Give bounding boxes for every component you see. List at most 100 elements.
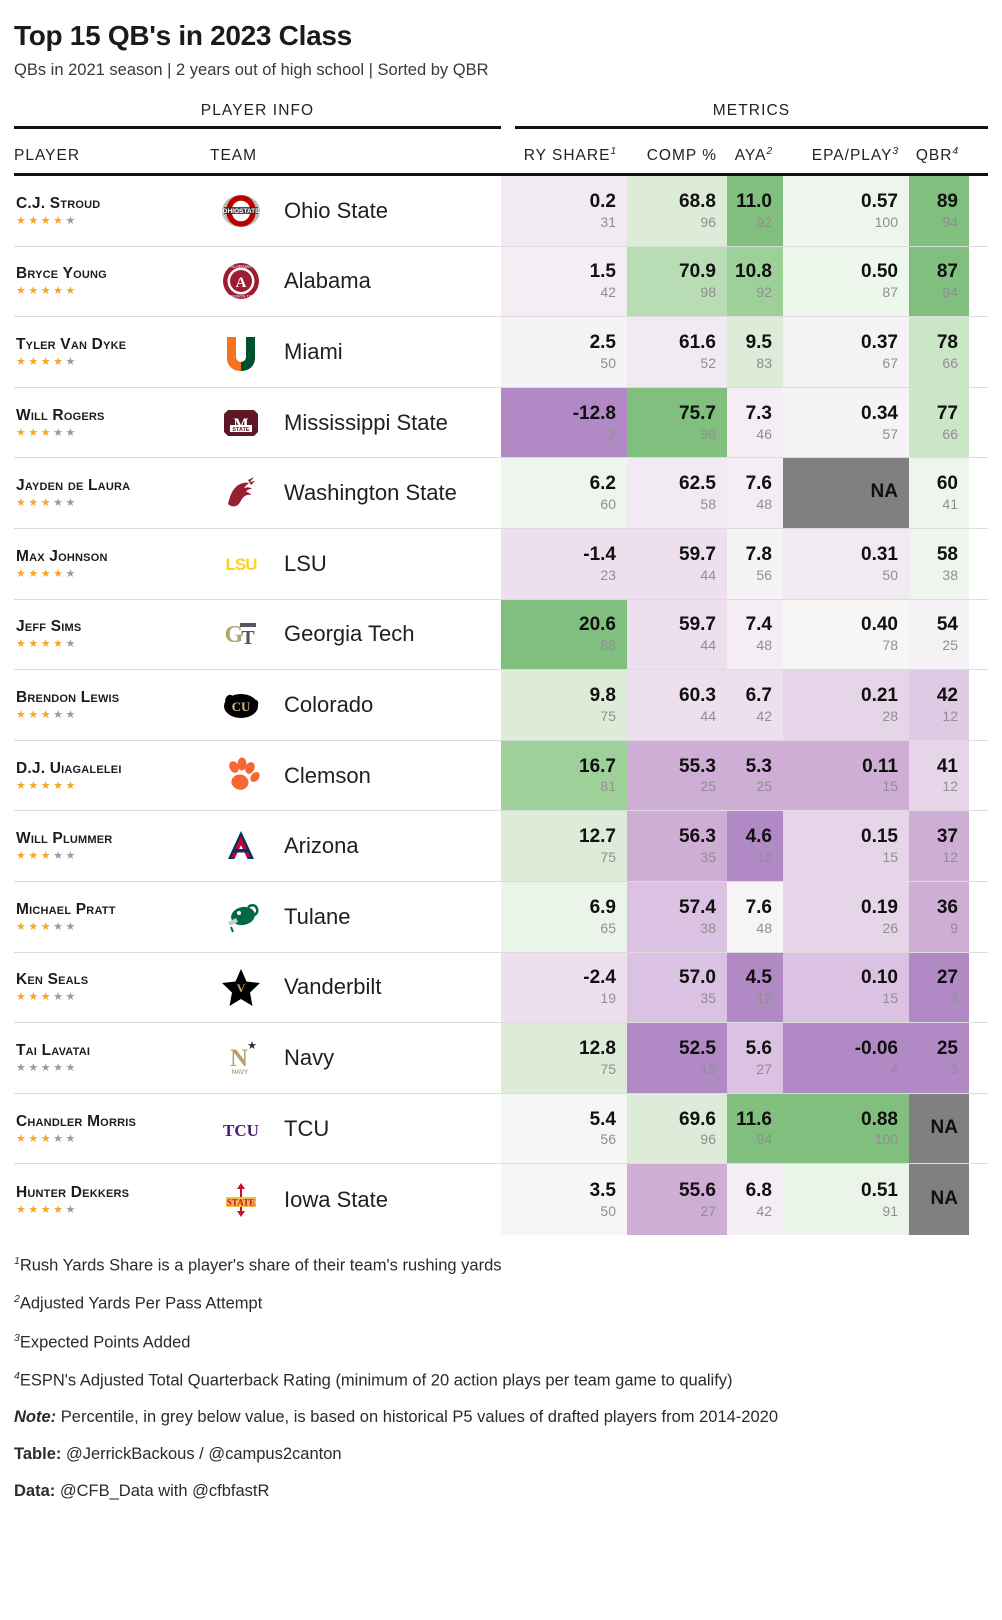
player-cell: Will Plummer ★★★★★	[14, 811, 210, 881]
metric-comp-pct: 68.8 96	[627, 176, 727, 246]
metric-percentile: 65	[600, 919, 616, 936]
metric-comp-pct: 61.6 52	[627, 317, 727, 387]
footnote-4-text: ESPN's Adjusted Total Quarterback Rating…	[19, 1371, 733, 1390]
table-row[interactable]: Michael Pratt ★★★★★ Tulane 6.9 65 57.4 38 7.6 48…	[14, 881, 988, 953]
column-header-qbr[interactable]: QBR4	[909, 146, 969, 173]
metric-qbr: 60 41	[909, 458, 969, 528]
table-row[interactable]: D.J. Uiagalelei ★★★★★ Clemson 16.7 81 55.3 25 5…	[14, 740, 988, 812]
metric-value: -1.4	[583, 543, 616, 565]
column-header-comp-pct[interactable]: COMP %	[646, 147, 717, 164]
metric-percentile: 78	[882, 637, 898, 654]
table-row[interactable]: Ken Seals ★★★★★ V Vanderbilt -2.4 19 57.0 35 4.5…	[14, 952, 988, 1024]
footnote-4-marker: 4	[14, 1369, 20, 1382]
star-2: ★	[28, 1132, 41, 1145]
column-header-ry-share-text: RY SHARE	[523, 147, 611, 164]
metric-percentile: 75	[600, 707, 616, 724]
player-cell: Max Johnson ★★★★★	[14, 529, 210, 599]
table-row[interactable]: Hunter Dekkers ★★★★★ STATE Iowa State 3.5 50 5…	[14, 1164, 988, 1235]
star-4: ★	[53, 567, 66, 580]
metric-percentile: 92	[756, 284, 772, 301]
column-header-player[interactable]: PLAYER	[14, 147, 81, 164]
metric-value: 20.6	[579, 614, 616, 636]
metric-percentile: 38	[700, 919, 716, 936]
footnote-note-label: Note:	[14, 1408, 57, 1427]
team-cell: TCU TCU	[210, 1094, 501, 1164]
metric-value: 41	[936, 755, 958, 777]
player-name: Chandler Morris	[16, 1112, 137, 1130]
star-5: ★	[65, 1061, 78, 1074]
table-row[interactable]: Tai Lavatai ★★★★★ N ★ NAVY Navy 12.8 75 52.5 15 5.…	[14, 1023, 988, 1094]
metric-percentile: 81	[600, 778, 616, 795]
spanner-player-info: PLAYER INFO	[14, 102, 501, 129]
metric-percentile: 75	[600, 1060, 616, 1077]
metric-percentile: 56	[600, 1131, 616, 1148]
metric-value: 60	[936, 473, 958, 495]
star-2: ★	[28, 638, 41, 651]
star-2: ★	[28, 1061, 41, 1074]
column-header-ry-share[interactable]: RY SHARE1	[501, 146, 627, 173]
table-row[interactable]: Will Rogers★★★★★MSTATESTATEMississippi S…	[14, 387, 988, 459]
metric-epa-play: 0.10 15	[783, 952, 909, 1023]
star-3: ★	[40, 638, 54, 651]
star-2: ★	[28, 779, 41, 792]
metric-percentile: 50	[600, 1202, 616, 1219]
metric-percentile: 94	[942, 284, 958, 301]
metric-comp-pct: 55.3 25	[627, 740, 727, 811]
metric-value: 0.2	[589, 190, 616, 212]
column-header-epa-play[interactable]: EPA/PLAY3	[783, 146, 909, 173]
metric-value: 59.7	[679, 543, 716, 565]
metric-percentile: 50	[600, 354, 616, 371]
metric-value: 0.51	[861, 1179, 898, 1201]
metric-percentile: 25	[942, 637, 958, 654]
star-3: ★	[40, 497, 54, 510]
svg-text:STATE: STATE	[227, 1197, 255, 1207]
table-row[interactable]: Will Plummer ★★★★★ Arizona 12.7 75 56.3 35 4.6 1…	[14, 811, 988, 882]
table-row[interactable]: C.J. Stroud ★★★★★ OHIOSTATE Ohio State 0.2 31…	[14, 176, 988, 247]
star-4: ★	[53, 355, 66, 368]
table-page: Top 15 QB's in 2023 Class QBs in 2021 se…	[0, 20, 1002, 1501]
svg-text:T: T	[241, 627, 255, 649]
table-row[interactable]: Chandler Morris ★★★★★ TCU TCU 5.4 56 69.6 96 11.…	[14, 1093, 988, 1165]
spanner-gap	[501, 102, 515, 129]
table-row[interactable]: Brendon Lewis ★★★★★ CU Colorado 9.8 75 60.3 44 6…	[14, 670, 988, 741]
metric-value: 4.6	[745, 826, 772, 848]
star-1: ★	[16, 1203, 29, 1216]
star-4: ★	[53, 1132, 66, 1145]
spanner-metrics-label: METRICS	[712, 102, 791, 119]
metric-percentile: 3	[950, 990, 958, 1007]
table-row[interactable]: Jeff Sims ★★★★★ G T Georgia Tech 20.6 88 59.7 44…	[14, 599, 988, 671]
star-3: ★	[40, 214, 54, 227]
metric-percentile: 44	[700, 566, 716, 583]
player-name: Max Johnson	[16, 547, 108, 565]
metric-value: 2.5	[589, 331, 616, 353]
metric-comp-pct: 55.6 27	[627, 1164, 727, 1235]
table-row[interactable]: Jayden de Laura ★★★★★ Washington State 6.2 6…	[14, 458, 988, 529]
star-5: ★	[65, 850, 78, 863]
star-5: ★	[65, 285, 78, 298]
footnote-data-label: Data:	[14, 1481, 56, 1500]
table-row[interactable]: Tyler Van Dyke ★★★★★ Miami 2.5 50 61.6 52 9.5 83…	[14, 317, 988, 388]
column-header-epa-play-text: EPA/PLAY	[811, 147, 893, 164]
table-row[interactable]: Bryce Young ★★★★★ A ALABAMA CRIMSON TIDE Alab…	[14, 246, 988, 318]
team-cell: Tulane	[210, 882, 501, 952]
metric-aya: 9.5 83	[727, 317, 783, 387]
team-name: Vanderbilt	[284, 974, 382, 1000]
column-header-team[interactable]: TEAM	[210, 147, 258, 164]
tcu-logo-icon: TCU	[210, 1106, 272, 1152]
metric-comp-pct: 59.7 44	[627, 528, 727, 599]
metric-value: 69.6	[679, 1108, 716, 1130]
metric-value: 78	[936, 331, 958, 353]
metric-aya: 7.4 48	[727, 599, 783, 670]
metric-comp-pct: 52.5 15	[627, 1023, 727, 1093]
column-header-aya[interactable]: AYA2	[727, 146, 783, 173]
metric-value: 6.2	[589, 473, 616, 495]
star-1: ★	[16, 426, 29, 439]
table-row[interactable]: Max Johnson ★★★★★ LSU LSU -1.4 23 59.7 44 7.8 56 0…	[14, 528, 988, 600]
metric-percentile: 42	[756, 707, 772, 724]
metric-ry-share: 3.5 50	[501, 1164, 627, 1235]
star-2: ★	[28, 991, 41, 1004]
star-3: ★	[40, 920, 54, 933]
column-header-row: PLAYER TEAM RY SHARE1 COMP % AYA2 EPA/PL…	[14, 129, 988, 173]
clemson-logo-icon	[210, 753, 272, 799]
